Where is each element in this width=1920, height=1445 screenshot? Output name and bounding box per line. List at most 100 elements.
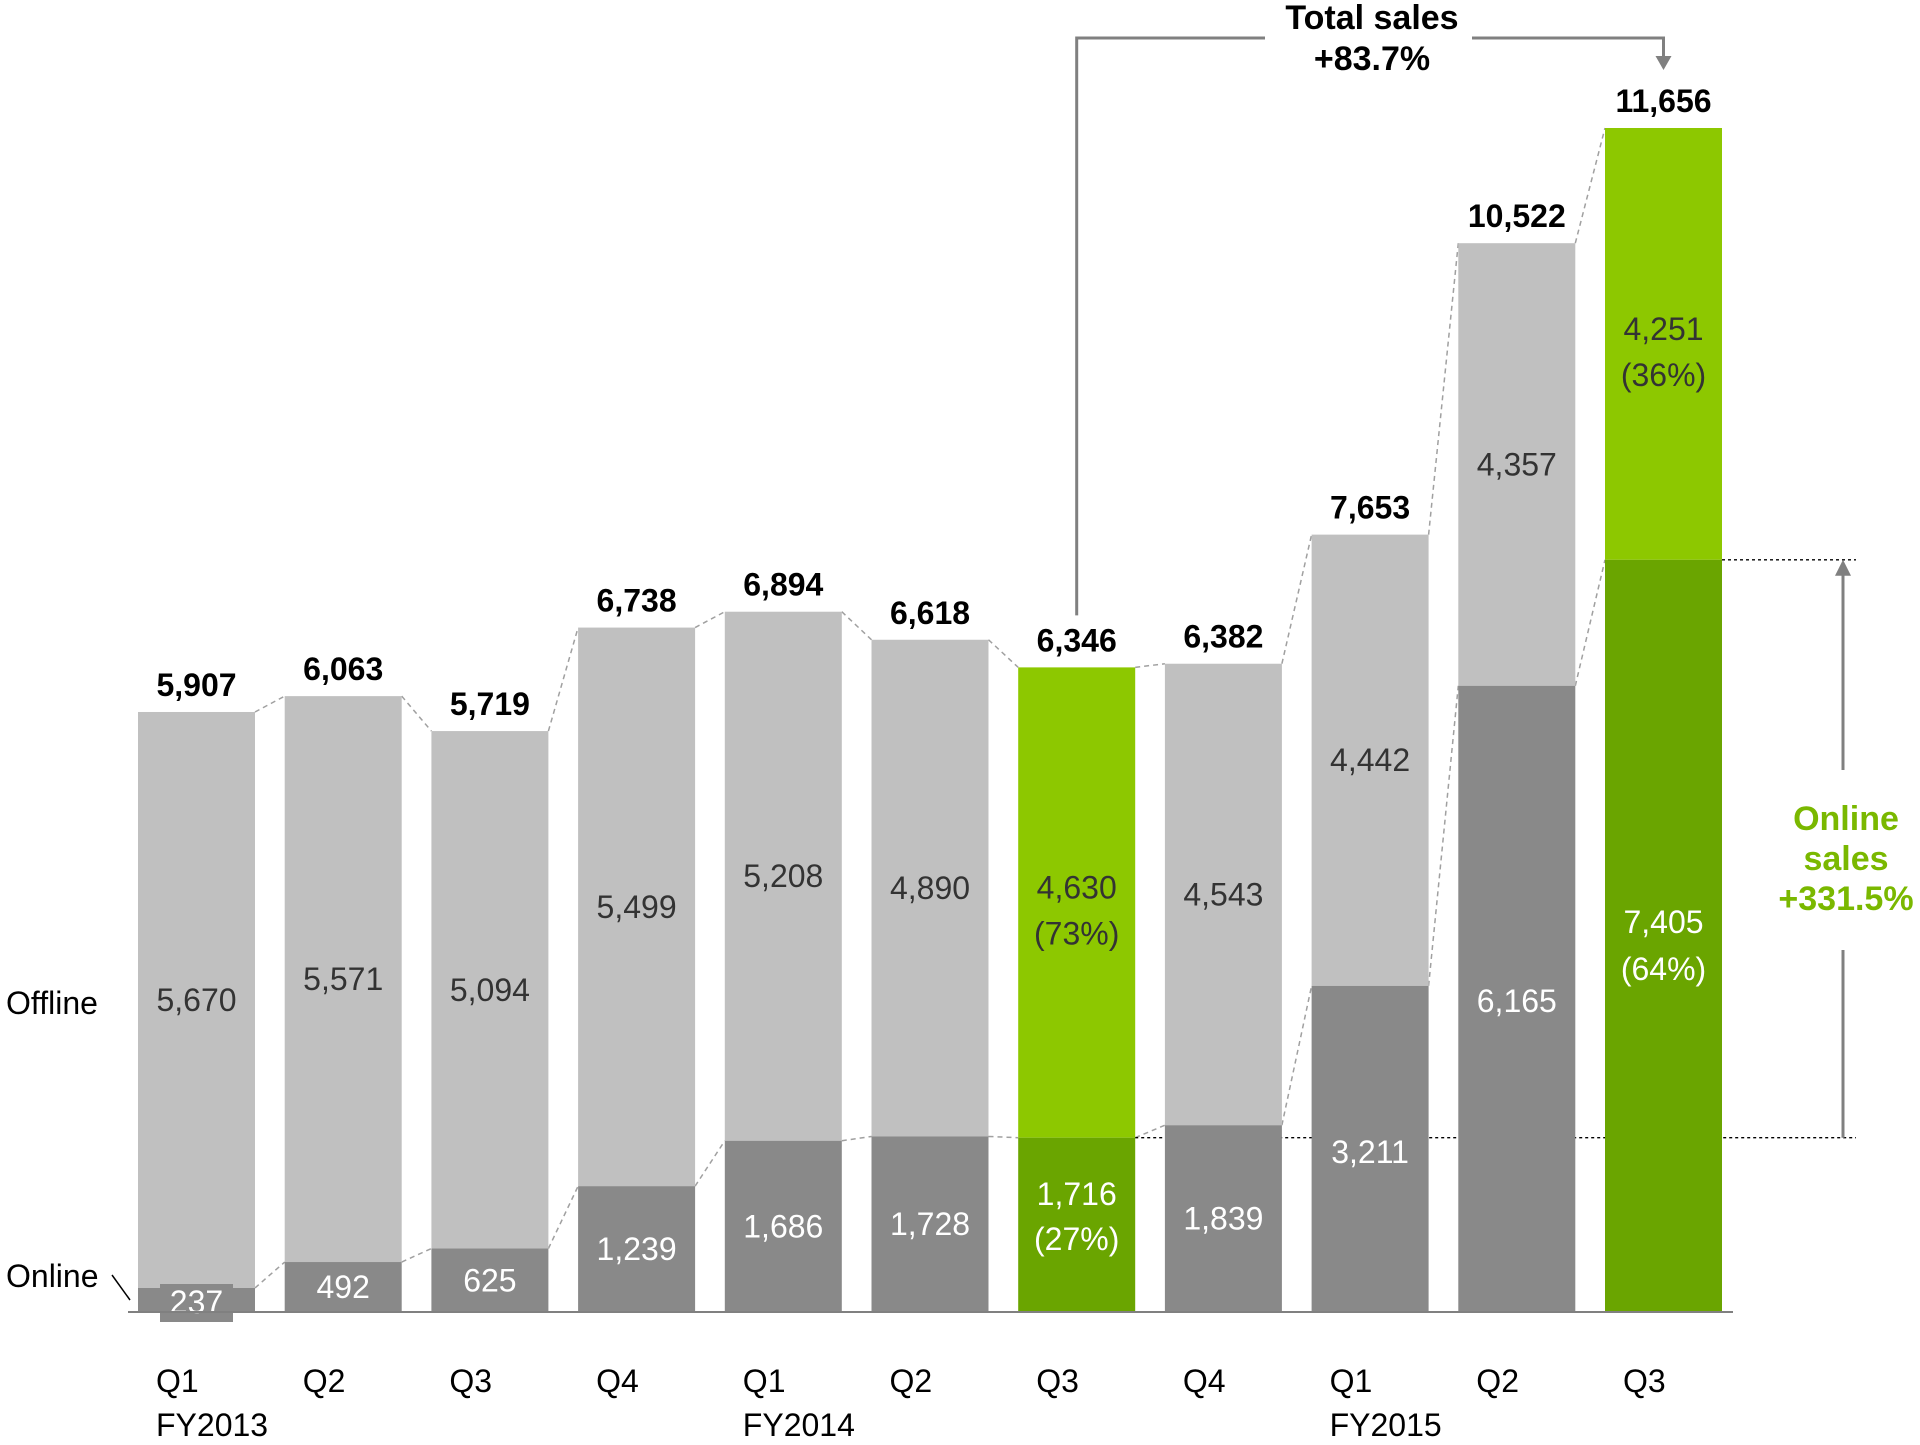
total-label: 11,656 bbox=[1615, 83, 1711, 119]
x-tick-label: Q1 bbox=[743, 1363, 786, 1399]
offline-pct-label: (73%) bbox=[1034, 916, 1119, 952]
online-pct-label: (64%) bbox=[1621, 951, 1706, 987]
bar-offline bbox=[724, 611, 842, 1141]
online-value-label: 625 bbox=[463, 1262, 516, 1298]
connector-split bbox=[988, 1135, 1019, 1139]
total-label: 10,522 bbox=[1468, 198, 1566, 234]
offline-value-label: 4,543 bbox=[1183, 876, 1263, 912]
bar-online bbox=[431, 1248, 549, 1312]
x-tick-label: Q2 bbox=[1476, 1363, 1519, 1399]
x-tick-label: Q2 bbox=[303, 1363, 346, 1399]
bar-offline bbox=[431, 731, 549, 1249]
total-bracket-arrow-head bbox=[1655, 56, 1672, 70]
x-tick-label: Q3 bbox=[1036, 1363, 1079, 1399]
bar-offline bbox=[1605, 128, 1722, 560]
offline-value-label: 4,630 bbox=[1037, 870, 1117, 906]
legend-pointer bbox=[111, 1274, 131, 1301]
connector-split bbox=[1134, 1124, 1166, 1139]
offline-value-label: 5,670 bbox=[156, 982, 236, 1018]
offline-value-label: 5,571 bbox=[303, 961, 383, 997]
bar-offline bbox=[1458, 243, 1576, 686]
offline-pct-label: (36%) bbox=[1621, 357, 1706, 393]
online-sales-label-line1: Online bbox=[1793, 800, 1899, 838]
offline-value-label: 4,251 bbox=[1623, 311, 1703, 347]
connector-top bbox=[1281, 534, 1313, 664]
x-tick-label: Q2 bbox=[890, 1363, 933, 1399]
bars bbox=[138, 128, 1722, 1322]
total-label: 6,382 bbox=[1183, 619, 1263, 655]
bar-offline bbox=[1164, 663, 1282, 1126]
x-year-label: FY2015 bbox=[1330, 1407, 1442, 1440]
connector-split bbox=[401, 1247, 432, 1263]
total-label: 6,894 bbox=[743, 567, 823, 603]
bar-online-label-box bbox=[160, 1284, 233, 1322]
legend-label-offline: Offline bbox=[6, 985, 98, 1021]
online-sales-label-line2: sales bbox=[1803, 840, 1888, 878]
bar-online bbox=[1164, 1125, 1282, 1312]
offline-value-label: 4,890 bbox=[890, 870, 970, 906]
connector-top bbox=[1135, 662, 1165, 669]
online-sales-change: +331.5% bbox=[1778, 880, 1913, 918]
offline-value-label: 4,357 bbox=[1477, 446, 1557, 482]
x-year-label: FY2013 bbox=[156, 1407, 268, 1440]
connector-top bbox=[1574, 127, 1606, 244]
connector-top bbox=[547, 627, 579, 732]
bar-offline bbox=[1018, 667, 1136, 1138]
bar-offline bbox=[284, 696, 402, 1263]
bar-online bbox=[1458, 685, 1576, 1312]
connector-split bbox=[1281, 985, 1313, 1126]
online-value-label: 492 bbox=[317, 1269, 370, 1305]
bar-online bbox=[1018, 1137, 1136, 1312]
bar-offline bbox=[138, 711, 255, 1288]
bar-offline bbox=[871, 639, 989, 1137]
bar-labels: 5,907 5,670 237 6,063 5,571 492 5,719 5,094 625 6… bbox=[156, 83, 1711, 1320]
x-tick-label: Q3 bbox=[1623, 1363, 1666, 1399]
online-value-label: 237 bbox=[170, 1284, 223, 1320]
online-value-label: 3,211 bbox=[1331, 1134, 1409, 1170]
connector-split bbox=[1574, 559, 1606, 686]
online-value-label: 6,165 bbox=[1477, 983, 1557, 1019]
total-label: 6,738 bbox=[597, 583, 677, 619]
offline-value-label: 5,208 bbox=[743, 858, 823, 894]
connector-top bbox=[694, 611, 726, 629]
bar-offline bbox=[1311, 534, 1429, 986]
total-label: 6,346 bbox=[1037, 622, 1117, 658]
total-bracket-left bbox=[1075, 36, 1265, 616]
total-label: 7,653 bbox=[1330, 490, 1410, 526]
total-sales-label: Total sales bbox=[1285, 0, 1458, 37]
x-tick-label: Q4 bbox=[596, 1363, 639, 1399]
bar-online bbox=[871, 1136, 989, 1312]
offline-value-label: 4,442 bbox=[1330, 742, 1410, 778]
bar-online bbox=[724, 1140, 842, 1312]
online-value-label: 1,686 bbox=[743, 1208, 823, 1244]
online-value-label: 1,728 bbox=[890, 1206, 970, 1242]
bar-online bbox=[578, 1186, 696, 1312]
x-tick-label: Q4 bbox=[1183, 1363, 1226, 1399]
connector-top bbox=[1427, 243, 1460, 535]
connector-split bbox=[841, 1135, 872, 1142]
online-value-label: 1,239 bbox=[597, 1231, 677, 1267]
bar-online bbox=[284, 1262, 402, 1312]
online-arrow-head bbox=[1835, 559, 1851, 576]
total-bracket-right bbox=[1472, 36, 1665, 58]
x-tick-label: Q1 bbox=[156, 1363, 199, 1399]
connector-split bbox=[547, 1185, 579, 1249]
total-label: 5,719 bbox=[450, 686, 530, 722]
connector-top bbox=[987, 639, 1019, 668]
total-label: 6,618 bbox=[890, 595, 970, 631]
x-axis: Q1 FY2013 Q2 Q3 Q4 Q1 FY2014 Q2 Q3 Q4 Q1 FY2015 Q2 Q3 bbox=[111, 1274, 1733, 1443]
total-sales-change: +83.7% bbox=[1314, 40, 1430, 78]
bar-offline bbox=[578, 627, 696, 1187]
connector-top bbox=[254, 695, 286, 713]
x-tick-label: Q3 bbox=[449, 1363, 492, 1399]
connector-split bbox=[1427, 685, 1460, 986]
connector-split bbox=[254, 1261, 286, 1289]
total-label: 5,907 bbox=[156, 667, 236, 703]
connector-top bbox=[841, 611, 873, 641]
legend-label-online: Online bbox=[6, 1258, 99, 1294]
connector-top bbox=[401, 695, 432, 732]
bar-online bbox=[1311, 985, 1429, 1312]
total-label: 6,063 bbox=[303, 651, 383, 687]
connector-split bbox=[694, 1140, 726, 1187]
